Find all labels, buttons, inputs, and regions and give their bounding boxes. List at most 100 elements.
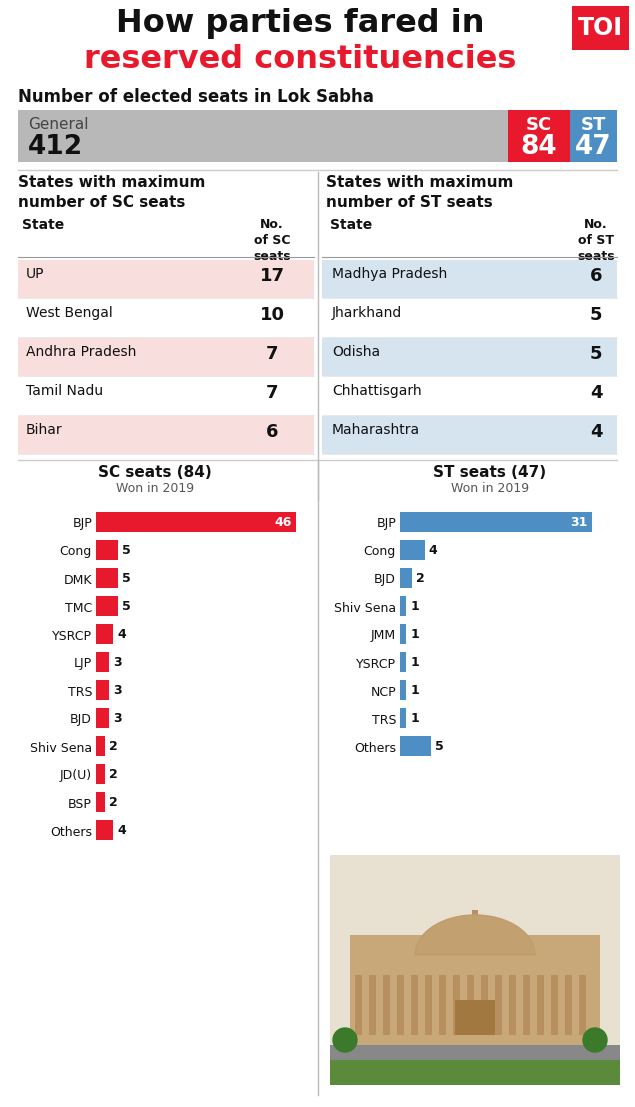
Text: Shiv Sena: Shiv Sena: [334, 601, 396, 614]
Text: 84: 84: [521, 134, 558, 161]
Bar: [96, 792, 105, 813]
Bar: [96, 652, 109, 672]
Text: 1: 1: [410, 683, 419, 696]
Bar: [18, 338, 314, 376]
Bar: [400, 624, 406, 644]
Text: 1: 1: [410, 628, 419, 641]
Text: 3: 3: [113, 655, 122, 669]
Bar: [455, 1000, 495, 1035]
Text: UP: UP: [26, 267, 44, 281]
Text: 5: 5: [122, 571, 130, 584]
Text: 6: 6: [266, 423, 278, 441]
Bar: [18, 416, 314, 454]
Bar: [96, 764, 105, 784]
Bar: [369, 975, 376, 1035]
Text: No.
of ST
seats: No. of ST seats: [577, 218, 615, 263]
Text: Odisha: Odisha: [332, 345, 380, 359]
Bar: [400, 736, 431, 756]
Text: Number of elected seats in Lok Sabha: Number of elected seats in Lok Sabha: [18, 87, 374, 106]
Text: LJP: LJP: [74, 658, 92, 671]
Bar: [96, 820, 114, 840]
Text: BJD: BJD: [374, 573, 396, 587]
Text: No.
of SC
seats: No. of SC seats: [253, 218, 291, 263]
Text: Jharkhand: Jharkhand: [332, 306, 402, 320]
Text: TMC: TMC: [65, 601, 92, 614]
Text: DMK: DMK: [64, 573, 92, 587]
Text: BJD: BJD: [70, 714, 92, 726]
Text: 10: 10: [260, 306, 284, 324]
Bar: [400, 568, 412, 588]
Text: JD(U): JD(U): [60, 769, 92, 783]
Bar: [96, 624, 114, 644]
Text: 5: 5: [122, 600, 130, 612]
Bar: [551, 975, 558, 1035]
Bar: [425, 975, 432, 1035]
Bar: [467, 975, 474, 1035]
Text: NCP: NCP: [370, 685, 396, 699]
Text: 412: 412: [28, 134, 83, 161]
Text: BJP: BJP: [377, 517, 396, 530]
Text: States with maximum
number of ST seats: States with maximum number of ST seats: [326, 175, 513, 210]
Bar: [400, 708, 406, 728]
Bar: [509, 975, 516, 1035]
Bar: [537, 975, 544, 1035]
Text: 2: 2: [109, 739, 117, 753]
Text: 7: 7: [266, 345, 278, 363]
Bar: [350, 935, 600, 1055]
Bar: [411, 975, 418, 1035]
Text: Madhya Pradesh: Madhya Pradesh: [332, 267, 447, 281]
Text: TRS: TRS: [67, 685, 92, 699]
Text: SC: SC: [526, 116, 552, 134]
Text: Others: Others: [354, 742, 396, 755]
Bar: [322, 338, 617, 376]
Bar: [96, 568, 117, 588]
Bar: [400, 596, 406, 615]
Text: 46: 46: [274, 516, 292, 528]
Text: JMM: JMM: [371, 630, 396, 642]
Text: Tamil Nadu: Tamil Nadu: [26, 384, 103, 399]
Text: 5: 5: [122, 544, 130, 557]
Bar: [579, 975, 586, 1035]
Text: 7: 7: [266, 384, 278, 402]
Text: BSP: BSP: [68, 797, 92, 810]
Text: Chhattisgarh: Chhattisgarh: [332, 384, 422, 399]
Text: Won in 2019: Won in 2019: [451, 482, 529, 495]
Text: 3: 3: [113, 712, 122, 724]
Text: How parties fared in: How parties fared in: [116, 8, 485, 39]
Text: BJP: BJP: [72, 517, 92, 530]
Text: 4: 4: [117, 628, 126, 641]
Text: TRS: TRS: [371, 714, 396, 726]
Text: Won in 2019: Won in 2019: [116, 482, 194, 495]
Text: 17: 17: [260, 267, 284, 284]
Text: 2: 2: [417, 571, 425, 584]
Bar: [96, 540, 117, 560]
Text: 4: 4: [117, 824, 126, 837]
Circle shape: [333, 1028, 357, 1052]
Text: ST seats (47): ST seats (47): [434, 465, 547, 480]
Bar: [400, 680, 406, 700]
Bar: [472, 910, 478, 930]
Text: reserved constituencies: reserved constituencies: [84, 44, 516, 75]
Text: 2: 2: [109, 767, 117, 780]
Bar: [572, 6, 629, 50]
Text: 1: 1: [410, 712, 419, 724]
Text: General: General: [28, 117, 88, 132]
Text: YSRCP: YSRCP: [356, 658, 396, 671]
Text: 47: 47: [575, 134, 612, 161]
Text: Others: Others: [50, 826, 92, 838]
Text: SC seats (84): SC seats (84): [98, 465, 212, 480]
Text: Cong: Cong: [364, 546, 396, 559]
Bar: [96, 513, 296, 532]
Text: 31: 31: [571, 516, 588, 528]
Bar: [453, 975, 460, 1035]
Text: 2: 2: [109, 796, 117, 808]
Bar: [96, 596, 117, 615]
Text: West Bengal: West Bengal: [26, 306, 113, 320]
Bar: [18, 110, 508, 162]
Bar: [383, 975, 390, 1035]
Text: 4: 4: [590, 384, 602, 402]
Bar: [330, 1045, 620, 1061]
Bar: [495, 975, 502, 1035]
Text: TOI: TOI: [577, 15, 622, 40]
Bar: [322, 260, 617, 298]
